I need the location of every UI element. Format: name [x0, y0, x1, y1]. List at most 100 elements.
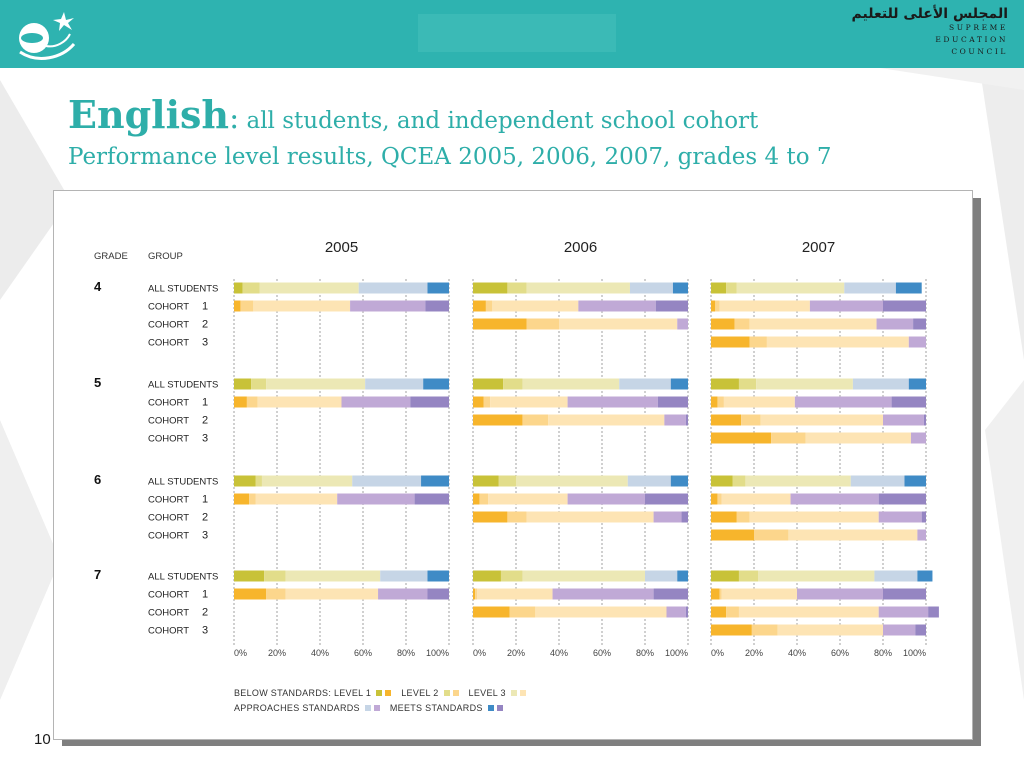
bar-segment-g5-r0-2006-s3: [619, 378, 671, 390]
bar-segment-g5-r1-2007-s2: [723, 396, 795, 408]
bar-segment-g4-r0-2007-s3: [844, 282, 896, 294]
bar-segment-g6-r0-2005-s1: [255, 475, 262, 487]
bar-segment-g6-r0-2006-s0: [473, 475, 499, 487]
bar-segment-g5-r1-2005-s3: [341, 396, 411, 408]
cohort-number-7-3: 3: [202, 625, 208, 637]
bar-segment-g4-r0-2006-s3: [629, 282, 673, 294]
bar-segment-g5-r0-2007-s1: [738, 378, 757, 390]
bar-segment-g4-r1-2006-s2: [492, 300, 579, 312]
bar-segment-g6-r2-2007-s3: [878, 511, 922, 523]
bar-segment-g6-r1-2007-s3: [790, 493, 879, 505]
bar-segment-g5-r0-2006-s2: [522, 378, 620, 390]
bar-segment-g7-r0-2006-s4: [677, 570, 688, 582]
x-tick-label-2007-0: 0%: [711, 648, 724, 658]
bar-segment-g6-r1-2006-s0: [473, 493, 480, 505]
x-tick-label-2005-3: 60%: [354, 648, 372, 658]
bar-segment-g5-r1-2006-s4: [657, 396, 688, 408]
council-name-english-2: EDUCATION: [935, 35, 1008, 44]
bar-segment-g6-r1-2006-s3: [567, 493, 645, 505]
bar-segment-g4-r3-2007-s2: [766, 336, 909, 348]
bar-segment-g5-r3-2007-s3: [910, 432, 926, 444]
bar-segment-g7-r1-2006-s4: [653, 588, 688, 600]
group-label-7-0: ALL STUDENTS: [148, 572, 218, 583]
bar-segment-g4-r1-2007-s1: [715, 300, 720, 312]
bar-segment-g4-r1-2005-s4: [425, 300, 449, 312]
bar-segment-g7-r3-2007-s4: [915, 624, 926, 636]
bar-segment-g6-r2-2006-s1: [507, 511, 527, 523]
bar-segment-g6-r1-2005-s0: [234, 493, 250, 505]
bar-segment-g6-r0-2005-s0: [234, 475, 256, 487]
x-tick-label-2007-1: 20%: [745, 648, 763, 658]
bar-segment-g5-r2-2006-s1: [522, 414, 549, 426]
bar-segment-g7-r0-2007-s0: [711, 570, 739, 582]
cohort-number-6-1: 1: [202, 494, 208, 506]
x-tick-label-2007-4: 80%: [874, 648, 892, 658]
x-tick-label-2005-1: 20%: [268, 648, 286, 658]
group-label-4-3: COHORT: [148, 338, 189, 349]
group-label-5-3: COHORT: [148, 434, 189, 445]
group-label-4-2: COHORT: [148, 320, 189, 331]
year-label-2007: 2007: [802, 239, 835, 256]
bar-segment-g5-r0-2005-s1: [251, 378, 267, 390]
legend-swatch: [496, 704, 503, 711]
bar-segment-g7-r1-2006-s2: [477, 588, 553, 600]
bar-segment-g5-r1-2006-s3: [567, 396, 658, 408]
x-tick-label-2006-0: 0%: [473, 648, 486, 658]
bar-segment-g6-r0-2007-s3: [850, 475, 905, 487]
bar-segment-g6-r2-2007-s1: [736, 511, 750, 523]
bar-segment-g6-r2-2006-s0: [473, 511, 508, 523]
bar-segment-g4-r2-2007-s0: [711, 318, 735, 330]
bar-segment-g4-r2-2006-s1: [526, 318, 559, 330]
legend-swatch: [452, 689, 459, 696]
legend-swatch: [364, 704, 371, 711]
bar-segment-g5-r1-2007-s3: [794, 396, 892, 408]
bar-segment-g7-r2-2007-s2: [738, 606, 879, 618]
bar-segment-g5-r1-2006-s2: [490, 396, 568, 408]
bar-segment-g6-r1-2007-s1: [717, 493, 722, 505]
x-tick-label-2007-2: 40%: [788, 648, 806, 658]
council-name-english-3: COUNCIL: [951, 47, 1008, 56]
legend-label: MEETS STANDARDS: [389, 702, 483, 713]
bar-segment-g4-r1-2006-s1: [485, 300, 493, 312]
bar-segment-g4-r2-2006-s3: [677, 318, 688, 330]
legend-swatch: [373, 704, 380, 711]
bar-segment-g6-r1-2007-s2: [721, 493, 791, 505]
legend-row-1: APPROACHES STANDARDS MEETS STANDARDS: [234, 700, 536, 715]
bar-segment-g6-r0-2006-s4: [670, 475, 688, 487]
bar-segment-g4-r1-2005-s3: [350, 300, 426, 312]
x-tick-label-2005-4: 80%: [397, 648, 415, 658]
bar-segment-g7-r0-2007-s2: [758, 570, 875, 582]
bar-segment-g5-r1-2006-s0: [473, 396, 484, 408]
bar-segment-g4-r0-2006-s2: [526, 282, 630, 294]
slide-title-main: English: [68, 92, 230, 137]
bar-segment-g7-r2-2006-s2: [535, 606, 667, 618]
bar-segment-g5-r0-2007-s2: [756, 378, 853, 390]
bar-segment-g4-r1-2005-s2: [253, 300, 351, 312]
bar-segment-g5-r0-2005-s0: [234, 378, 252, 390]
bar-segment-g5-r0-2006-s0: [473, 378, 504, 390]
x-tick-label-2007-3: 60%: [831, 648, 849, 658]
bar-segment-g4-r0-2005-s0: [234, 282, 243, 294]
bar-segment-g7-r0-2006-s3: [645, 570, 678, 582]
cohort-number-4-3: 3: [202, 337, 208, 349]
bar-segment-g6-r1-2006-s2: [488, 493, 568, 505]
cohort-number-7-1: 1: [202, 589, 208, 601]
bar-segment-g7-r1-2005-s0: [234, 588, 267, 600]
bar-segment-g7-r2-2007-s3: [878, 606, 929, 618]
bar-segment-g5-r1-2006-s1: [483, 396, 491, 408]
bar-segment-g6-r3-2007-s2: [788, 529, 918, 541]
council-name-english-1: SUPREME: [949, 23, 1008, 32]
bar-segment-g5-r2-2006-s3: [664, 414, 686, 426]
bar-segment-g5-r2-2007-s0: [711, 414, 742, 426]
legend-label: APPROACHES STANDARDS: [234, 702, 360, 713]
bar-segment-g6-r2-2006-s4: [681, 511, 688, 523]
page-number: 10: [34, 731, 51, 748]
grade-label-7: 7: [94, 567, 101, 582]
bar-segment-g5-r2-2006-s2: [548, 414, 665, 426]
bar-segment-g7-r1-2005-s1: [266, 588, 286, 600]
bar-segment-g5-r0-2005-s2: [266, 378, 366, 390]
bar-segment-g6-r0-2007-s0: [711, 475, 733, 487]
bar-segment-g4-r0-2006-s1: [507, 282, 527, 294]
